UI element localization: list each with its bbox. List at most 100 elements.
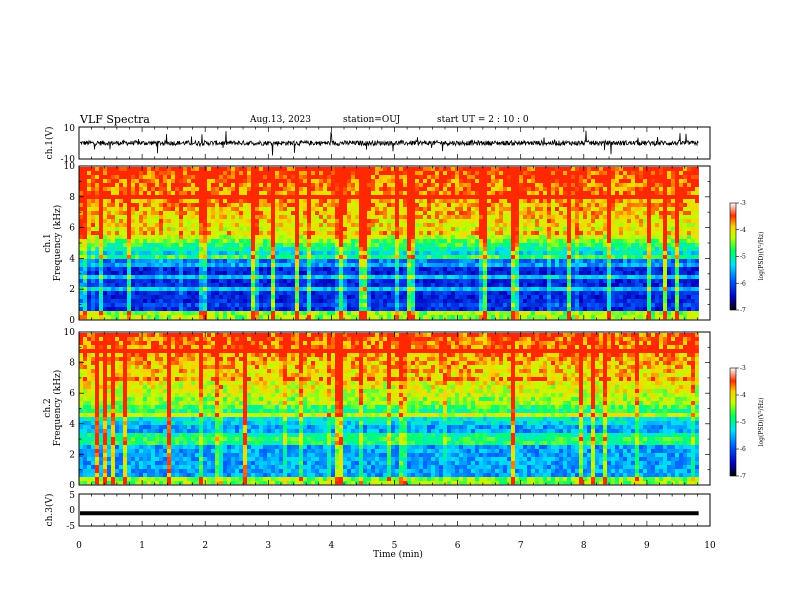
heatmap-cell <box>243 271 248 276</box>
heatmap-cell <box>163 167 168 172</box>
heatmap-cell <box>399 263 404 268</box>
heatmap-cell <box>347 231 352 236</box>
heatmap-cell <box>87 195 92 200</box>
heatmap-cell <box>399 199 404 204</box>
heatmap-cell <box>403 223 408 228</box>
heatmap-cell <box>163 215 168 220</box>
heatmap-cell <box>127 251 132 256</box>
heatmap-cell <box>327 303 332 308</box>
heatmap-cell <box>255 267 260 272</box>
heatmap-cell <box>471 219 476 224</box>
heatmap-cell <box>91 311 96 316</box>
heatmap-cell <box>511 307 516 312</box>
heatmap-cell <box>263 307 268 312</box>
heatmap-cell <box>103 267 108 272</box>
heatmap-cell <box>391 271 396 276</box>
heatmap-cell <box>407 215 412 220</box>
heatmap-cell <box>495 219 500 224</box>
heatmap-cell <box>111 191 116 196</box>
heatmap-cell <box>331 191 336 196</box>
heatmap-cell <box>231 307 236 312</box>
heatmap-cell <box>175 255 180 260</box>
heatmap-cell <box>327 239 332 244</box>
heatmap-cell <box>407 295 412 300</box>
heatmap-cell <box>295 263 300 268</box>
heatmap-cell <box>447 239 452 244</box>
heatmap-cell <box>143 299 148 304</box>
heatmap-cell <box>583 183 588 188</box>
heatmap-cell <box>331 259 336 264</box>
heatmap-cell <box>327 279 332 284</box>
heatmap-cell <box>523 171 528 176</box>
heatmap-cell <box>335 267 340 272</box>
heatmap-cell <box>131 267 136 272</box>
heatmap-cell <box>311 223 316 228</box>
heatmap-cell <box>163 227 168 232</box>
heatmap-cell <box>403 167 408 172</box>
heatmap-cell <box>471 251 476 256</box>
heatmap-cell <box>475 315 480 320</box>
heatmap-cell <box>371 227 376 232</box>
heatmap-cell <box>519 263 524 268</box>
heatmap-cell <box>459 219 464 224</box>
heatmap-cell <box>563 187 568 192</box>
heatmap-cell <box>279 275 284 280</box>
heatmap-cell <box>579 199 584 204</box>
heatmap-cell <box>403 255 408 260</box>
heatmap-cell <box>527 175 532 180</box>
heatmap-cell <box>511 271 516 276</box>
heatmap-cell <box>543 231 548 236</box>
heatmap-cell <box>159 183 164 188</box>
heatmap-cell <box>483 191 488 196</box>
heatmap-cell <box>167 251 172 256</box>
heatmap-cell <box>171 207 176 212</box>
heatmap-cell <box>303 211 308 216</box>
heatmap-cell <box>147 267 152 272</box>
heatmap-cell <box>311 243 316 248</box>
heatmap-cell <box>107 207 112 212</box>
heatmap-cell <box>471 195 476 200</box>
heatmap-cell <box>527 307 532 312</box>
heatmap-cell <box>163 315 168 320</box>
heatmap-cell <box>559 227 564 232</box>
heatmap-cell <box>403 299 408 304</box>
heatmap-cell <box>383 259 388 264</box>
heatmap-cell <box>79 211 84 216</box>
heatmap-cell <box>299 251 304 256</box>
heatmap-cell <box>499 271 504 276</box>
heatmap-cell <box>247 251 252 256</box>
heatmap-cell <box>235 183 240 188</box>
heatmap-cell <box>487 287 492 292</box>
heatmap-cell <box>395 307 400 312</box>
heatmap-cell <box>367 299 372 304</box>
heatmap-cell <box>263 263 268 268</box>
heatmap-cell <box>279 199 284 204</box>
heatmap-cell <box>99 199 104 204</box>
heatmap-cell <box>503 311 508 316</box>
heatmap-cell <box>135 235 140 240</box>
heatmap-cell <box>583 299 588 304</box>
heatmap-cell <box>235 251 240 256</box>
heatmap-cell <box>351 315 356 320</box>
heatmap-cell <box>215 279 220 284</box>
heatmap-cell <box>331 211 336 216</box>
heatmap-cell <box>531 187 536 192</box>
heatmap-cell <box>335 231 340 236</box>
heatmap-cell <box>375 195 380 200</box>
heatmap-cell <box>151 219 156 224</box>
heatmap-cell <box>275 271 280 276</box>
heatmap-cell <box>83 275 88 280</box>
heatmap-cell <box>191 215 196 220</box>
heatmap-cell <box>231 295 236 300</box>
heatmap-cell <box>399 315 404 320</box>
heatmap-cell <box>279 179 284 184</box>
heatmap-cell <box>235 259 240 264</box>
heatmap-cell <box>423 183 428 188</box>
heatmap-cell <box>163 195 168 200</box>
heatmap-cell <box>231 179 236 184</box>
heatmap-cell <box>143 255 148 260</box>
heatmap-cell <box>567 187 572 192</box>
heatmap-cell <box>227 207 232 212</box>
heatmap-cell <box>351 219 356 224</box>
heatmap-cell <box>383 267 388 272</box>
